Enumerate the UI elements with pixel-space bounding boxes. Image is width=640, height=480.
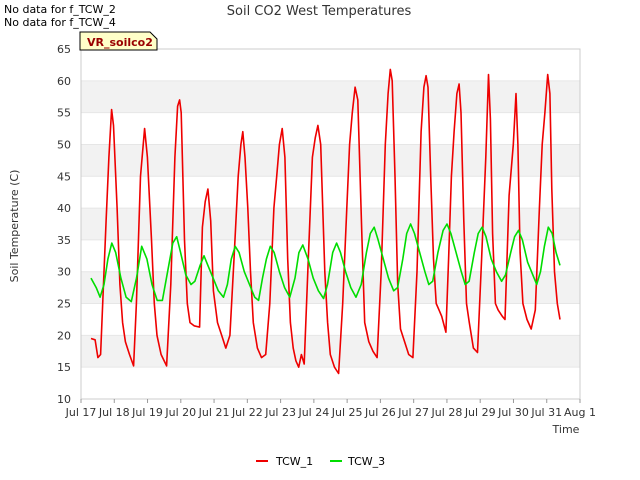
grid-band xyxy=(81,144,580,177)
x-tick-label: Jul 26 xyxy=(364,406,396,419)
x-tick-label: Jul 23 xyxy=(264,406,296,419)
y-tick-label: 55 xyxy=(57,107,71,120)
badge-label: VR_soilco2 xyxy=(87,36,153,49)
x-tick-label: Jul 17 xyxy=(65,406,97,419)
y-tick-label: 20 xyxy=(57,329,71,342)
y-tick-label: 45 xyxy=(57,170,71,183)
y-tick-label: 60 xyxy=(57,75,71,88)
x-tick-label: Aug 1 xyxy=(564,406,596,419)
y-tick-label: 10 xyxy=(57,393,71,406)
x-tick-label: Jul 29 xyxy=(464,406,496,419)
x-tick-label: Jul 18 xyxy=(98,406,130,419)
legend: TCW_1 TCW_3 xyxy=(256,455,385,468)
no-data-note-tcw4: No data for f_TCW_4 xyxy=(4,16,116,29)
x-tick-label: Jul 21 xyxy=(198,406,230,419)
x-tick-label: Jul 28 xyxy=(431,406,463,419)
x-tick-label: Jul 25 xyxy=(331,406,363,419)
y-tick-label: 35 xyxy=(57,234,71,247)
x-tick-label: Jul 19 xyxy=(131,406,163,419)
y-tick-label: 25 xyxy=(57,298,71,311)
x-tick-label: Jul 22 xyxy=(231,406,263,419)
x-axis-ticks: Jul 17 Jul 18 Jul 19 Jul 20 Jul 21 Jul 22 Jul … xyxy=(65,399,596,419)
series-layer xyxy=(90,68,561,375)
y-axis-ticks: 10 15 20 25 30 35 40 45 50 55 60 65 xyxy=(57,43,71,406)
badge-box xyxy=(79,31,158,51)
legend-label-tcw3: TCW_3 xyxy=(347,455,385,468)
plot-area-frame xyxy=(80,48,581,400)
series-line-tcw1 xyxy=(90,68,561,375)
x-tick-label: Jul 20 xyxy=(164,406,196,419)
grid-band xyxy=(81,80,580,113)
y-tick-label: 15 xyxy=(57,361,71,374)
grid-band xyxy=(81,208,580,240)
site-badge: VR_soilco2 xyxy=(79,31,158,51)
legend-label-tcw1: TCW_1 xyxy=(275,455,313,468)
y-tick-label: 65 xyxy=(57,43,71,56)
x-tick-label: Jul 24 xyxy=(297,406,329,419)
x-axis-label: Time xyxy=(552,423,580,436)
no-data-note-tcw2: No data for f_TCW_2 xyxy=(4,3,116,16)
x-tick-label: Jul 31 xyxy=(530,406,562,419)
y-tick-label: 30 xyxy=(57,266,71,279)
x-tick-label: Jul 30 xyxy=(497,406,529,419)
y-axis-label: Soil Temperature (C) xyxy=(8,170,21,283)
y-tick-label: 40 xyxy=(57,202,71,215)
grid-bands xyxy=(81,48,580,400)
chart-title: Soil CO2 West Temperatures xyxy=(227,4,412,19)
y-tick-label: 50 xyxy=(57,138,71,151)
series-line-tcw3 xyxy=(90,223,561,303)
x-tick-label: Jul 27 xyxy=(397,406,429,419)
